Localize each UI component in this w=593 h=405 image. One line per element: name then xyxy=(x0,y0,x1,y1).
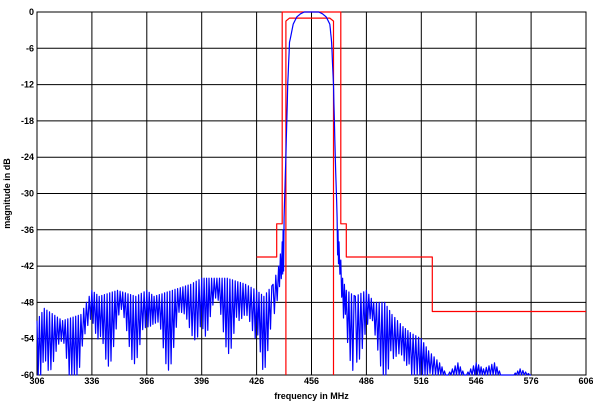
y-axis-label: magnitude in dB xyxy=(2,158,12,229)
x-axis-label: frequency in MHz xyxy=(274,391,349,401)
x-tick-label-3: 396 xyxy=(194,376,209,386)
x-tick-label-9: 576 xyxy=(524,376,539,386)
x-tick-label-4: 426 xyxy=(249,376,264,386)
series-group xyxy=(36,11,586,376)
y-tick-label-9: -54 xyxy=(21,334,34,344)
series-line-filter-response-envelope xyxy=(36,11,532,376)
y-tick-labels: 0 -6 -12 -18 -24 -30 -36 -42 -48 -54 -60 xyxy=(21,7,34,380)
x-tick-label-5: 456 xyxy=(304,376,319,386)
x-tick-label-0: 306 xyxy=(29,376,44,386)
y-tick-label-3: -18 xyxy=(21,116,34,126)
x-tick-labels: 306 336 366 396 426 456 486 516 546 576 606 xyxy=(29,376,593,386)
x-tick-label-8: 546 xyxy=(469,376,484,386)
y-tick-label-0: 0 xyxy=(29,7,34,17)
y-tick-label-1: -6 xyxy=(26,43,34,53)
x-tick-label-7: 516 xyxy=(414,376,429,386)
y-tick-label-5: -30 xyxy=(21,189,34,199)
series-line-mask-upper xyxy=(256,11,586,313)
x-tick-label-2: 366 xyxy=(139,376,154,386)
x-tick-label-6: 486 xyxy=(359,376,374,386)
grid-lines xyxy=(36,11,587,376)
y-tick-label-8: -48 xyxy=(21,297,34,307)
x-tick-label-10: 606 xyxy=(578,376,593,386)
y-tick-label-7: -42 xyxy=(21,261,34,271)
x-tick-label-1: 336 xyxy=(84,376,99,386)
y-tick-label-10: -60 xyxy=(21,370,34,380)
y-tick-label-4: -24 xyxy=(21,152,34,162)
y-tick-label-6: -36 xyxy=(21,225,34,235)
y-tick-label-2: -12 xyxy=(21,80,34,90)
